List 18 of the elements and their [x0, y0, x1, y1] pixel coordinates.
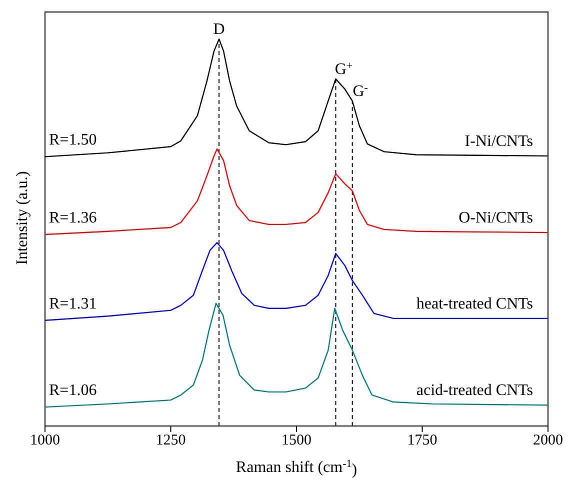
- annotation: R=1.50: [49, 132, 97, 149]
- annotation: R=1.06: [49, 382, 97, 400]
- ref-line-label: G$^{-}$: [352, 82, 368, 100]
- series-label: O-Ni/CNTs: [458, 210, 533, 227]
- series-label: heat-treated CNTs: [416, 295, 533, 312]
- x-tick-label: 1500: [282, 432, 312, 449]
- series-label: I-Ni/CNTs: [464, 132, 533, 150]
- annotation: R=1.36: [49, 209, 97, 226]
- x-tick-label: 1000: [30, 432, 60, 449]
- x-tick-label: 1250: [156, 432, 186, 449]
- series-label: acid-treated CNTs: [416, 382, 533, 400]
- annotation: R=1.31: [49, 295, 97, 312]
- x-tick-label: 1750: [407, 432, 438, 449]
- ref-line-label: G$^{+}$: [334, 60, 353, 78]
- ref-line-label: D: [213, 21, 225, 38]
- x-tick-label: 2000: [533, 432, 563, 449]
- y-axis-title: Intensity (a.u.): [14, 170, 32, 267]
- x-axis-title: Raman shift (cm$^{-1}$): [236, 458, 358, 478]
